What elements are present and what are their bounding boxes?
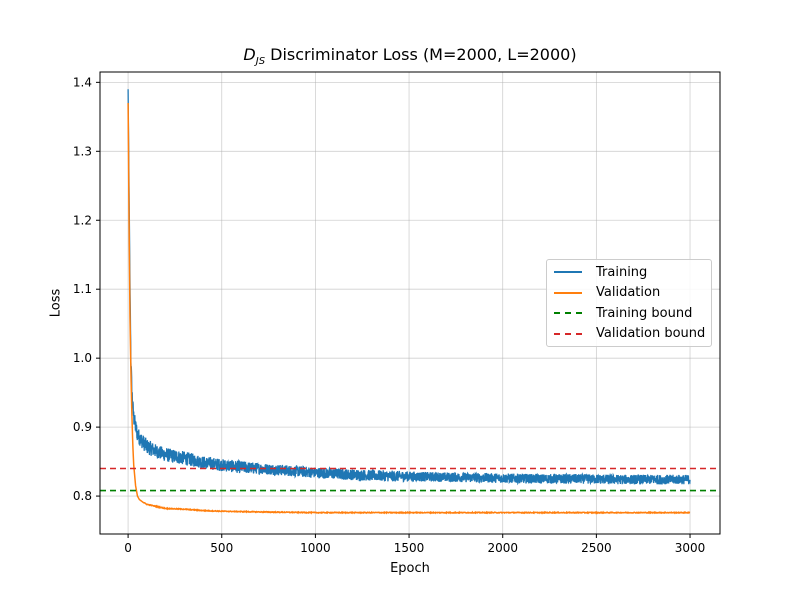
y-tick-label: 0.9	[73, 420, 92, 434]
title-symbol: D	[243, 45, 256, 64]
legend-swatch-validation-bound	[554, 332, 582, 335]
y-tick-label: 1.0	[73, 351, 92, 365]
x-tick-label: 3000	[675, 541, 706, 555]
y-tick-label: 0.8	[73, 489, 92, 503]
legend-swatch-training-bound	[554, 312, 582, 315]
legend-label-training-bound: Training bound	[596, 305, 693, 321]
axes-frame	[99, 71, 721, 535]
x-tick-label: 500	[210, 541, 233, 555]
chart-legend: Training Validation Training bound Valid…	[546, 259, 712, 347]
legend-label-training: Training	[596, 264, 648, 280]
legend-entry-training: Training	[547, 262, 711, 283]
x-tick-label: 2000	[487, 541, 518, 555]
y-axis-label: Loss	[48, 288, 64, 318]
title-text: Discriminator Loss (M=2000, L=2000)	[265, 45, 577, 64]
x-tick-label: 2500	[581, 541, 612, 555]
legend-label-validation-bound: Validation bound	[596, 326, 706, 342]
chart-title: DJS Discriminator Loss (M=2000, L=2000)	[100, 45, 720, 67]
legend-label-validation: Validation	[596, 285, 661, 301]
legend-entry-validation-bound: Validation bound	[547, 324, 711, 345]
x-tick-label: 1000	[300, 541, 331, 555]
y-tick-label: 1.1	[73, 282, 92, 296]
x-tick-label: 1500	[394, 541, 425, 555]
x-axis-label: Epoch	[390, 561, 430, 576]
series-line-validation	[127, 103, 691, 515]
legend-swatch-validation	[554, 291, 582, 294]
y-tick-label: 1.2	[73, 213, 92, 227]
series-line-training	[127, 89, 691, 486]
x-tick-label: 0	[124, 541, 132, 555]
y-tick-label: 1.3	[73, 144, 92, 158]
legend-entry-validation: Validation	[547, 283, 711, 304]
title-subscript: JS	[255, 56, 266, 68]
legend-swatch-training	[554, 271, 582, 274]
legend-entry-training-bound: Training bound	[547, 303, 711, 324]
y-tick-label: 1.4	[73, 75, 92, 89]
